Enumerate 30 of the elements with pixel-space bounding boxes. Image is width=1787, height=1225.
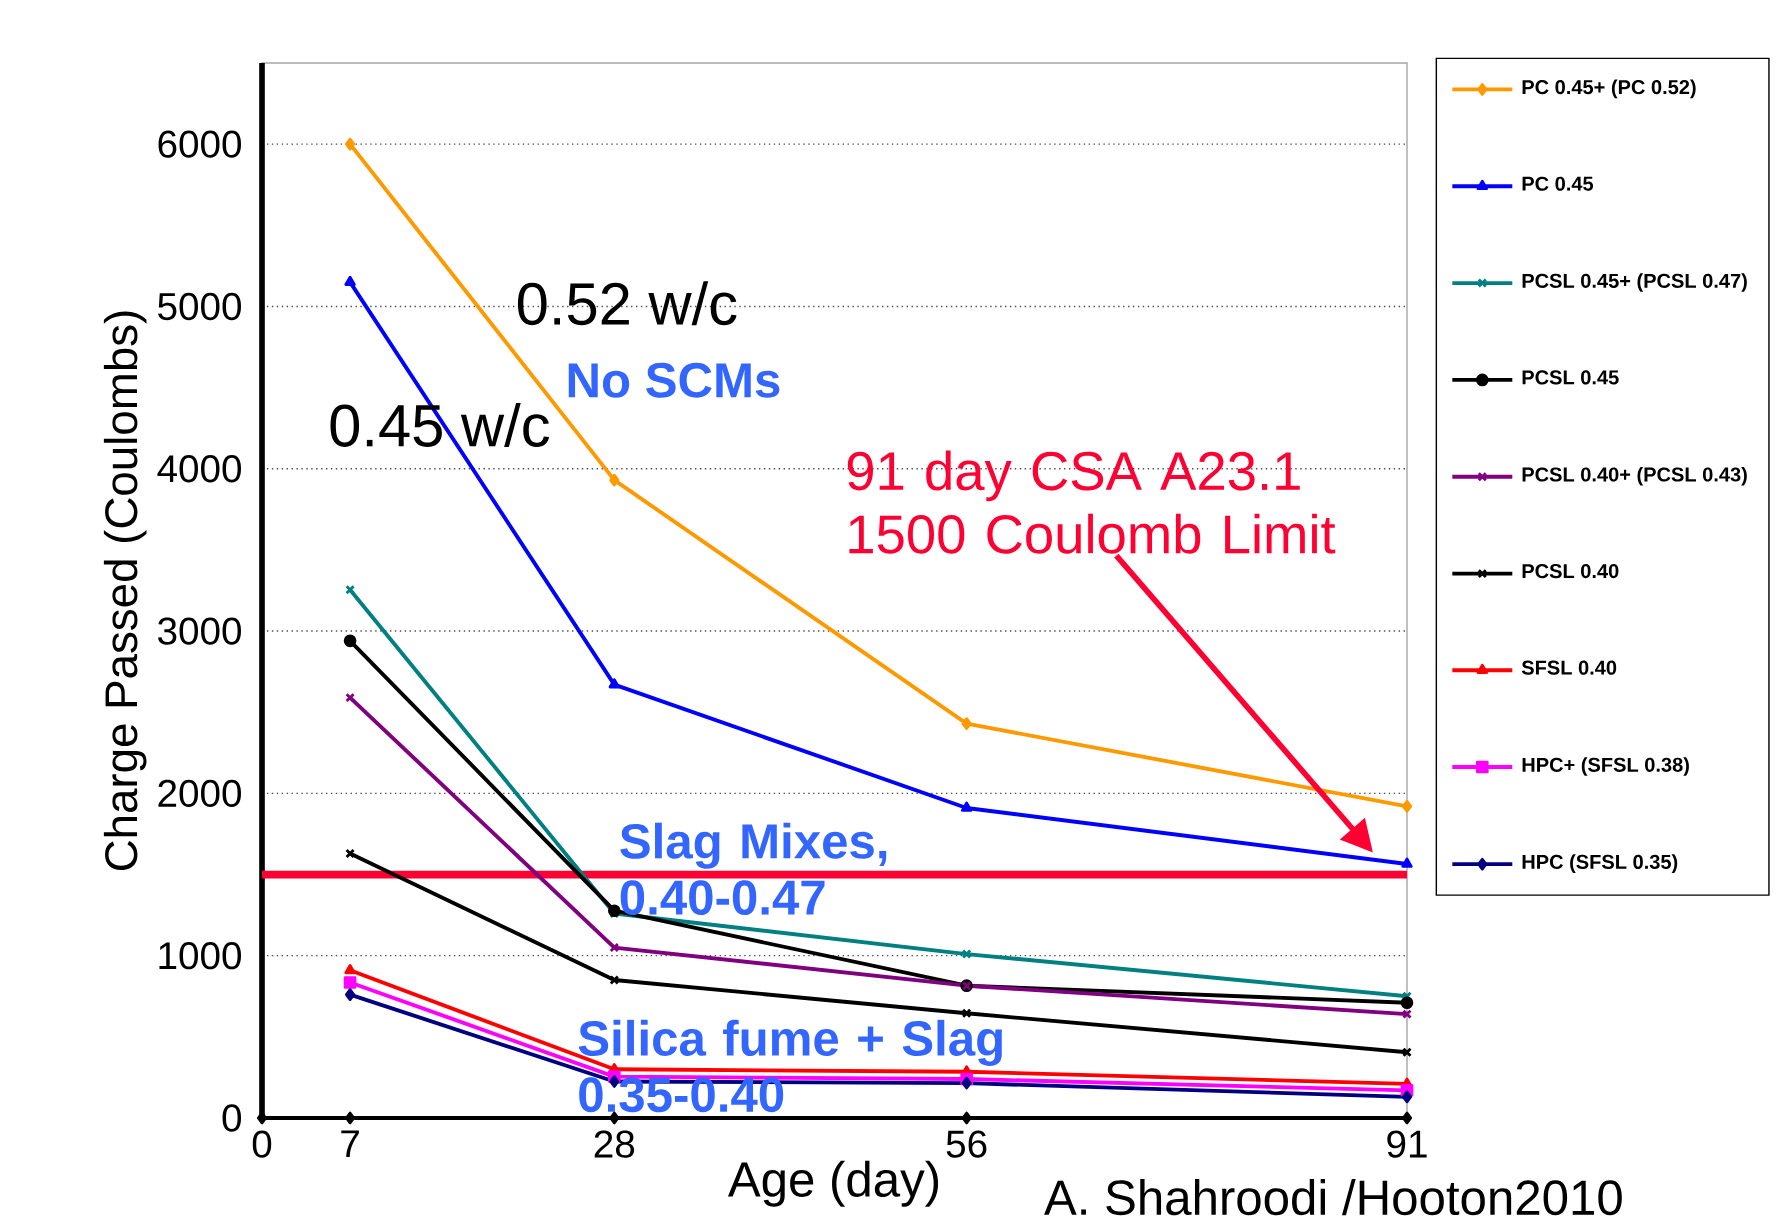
annotation: 91 day CSA A23.1 1500 Coulomb Limit [847, 450, 1336, 554]
legend-label: SFSL 0.40 [1521, 660, 1617, 675]
x-tick-label: 56 [946, 1130, 987, 1158]
y-tick-label: 6000 [158, 130, 241, 158]
legend-label: HPC+ (SFSL 0.38) [1522, 757, 1689, 776]
legend-label: PCSL 0.45 [1522, 370, 1619, 385]
x-tick-label: 28 [594, 1130, 635, 1158]
annotation: 0.45 w/c [330, 403, 550, 447]
y-tick-label: 3000 [158, 617, 241, 645]
y-tick-label: 5000 [158, 292, 241, 321]
legend-label: PC 0.45+ (PC 0.52) [1522, 79, 1696, 99]
x-tick-label: 0 [252, 1130, 272, 1158]
legend-label: PCSL 0.45+ (PCSL 0.47) [1522, 273, 1747, 292]
x-tick-label: 91 [1387, 1130, 1427, 1158]
y-tick-label: 0 [222, 1104, 242, 1132]
legend-label: PCSL 0.40+ (PCSL 0.43) [1522, 466, 1747, 486]
y-tick-label: 1000 [159, 942, 241, 970]
y-axis-title: Charge Passed (Coulombs) [103, 311, 147, 871]
text: A. Shahroodi /Hooton2010 [1044, 1179, 1622, 1216]
legend-label: PCSL 0.40 [1522, 564, 1619, 579]
legend-label: HPC (SFSL 0.35) [1522, 854, 1678, 873]
annotation: Silica fume + Slag 0.35-0.40 [578, 1019, 1002, 1113]
legend-label: PC 0.45 [1522, 176, 1594, 191]
x-axis-title: Age (day) [727, 1160, 939, 1207]
y-tick-label: 4000 [157, 455, 241, 483]
x-tick-label: 7 [341, 1130, 359, 1157]
annotation: No SCMs [568, 362, 780, 398]
annotation: 0.52 w/c [517, 281, 737, 326]
y-tick-label: 2000 [158, 779, 241, 808]
annotation: Slag Mixes, 0.40-0.47 [620, 822, 887, 916]
